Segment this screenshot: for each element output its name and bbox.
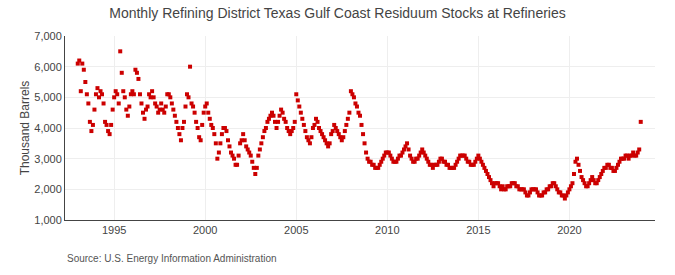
svg-text:6,000: 6,000 (34, 61, 62, 73)
svg-text:2005: 2005 (284, 224, 308, 236)
svg-text:3,000: 3,000 (34, 153, 62, 165)
svg-text:5,000: 5,000 (34, 91, 62, 103)
svg-text:1,000: 1,000 (34, 214, 62, 226)
svg-text:Thousand Barrels: Thousand Barrels (18, 81, 32, 176)
svg-text:Source: U.S. Energy Informatio: Source: U.S. Energy Information Administ… (67, 253, 277, 264)
svg-text:2000: 2000 (193, 224, 217, 236)
svg-text:2015: 2015 (466, 224, 490, 236)
svg-text:2010: 2010 (375, 224, 399, 236)
svg-text:7,000: 7,000 (34, 30, 62, 42)
svg-text:2020: 2020 (557, 224, 581, 236)
svg-text:2,000: 2,000 (34, 183, 62, 195)
svg-text:1995: 1995 (102, 224, 126, 236)
svg-text:Monthly Refining District Texa: Monthly Refining District Texas Gulf Coa… (109, 5, 565, 21)
svg-text:4,000: 4,000 (34, 122, 62, 134)
